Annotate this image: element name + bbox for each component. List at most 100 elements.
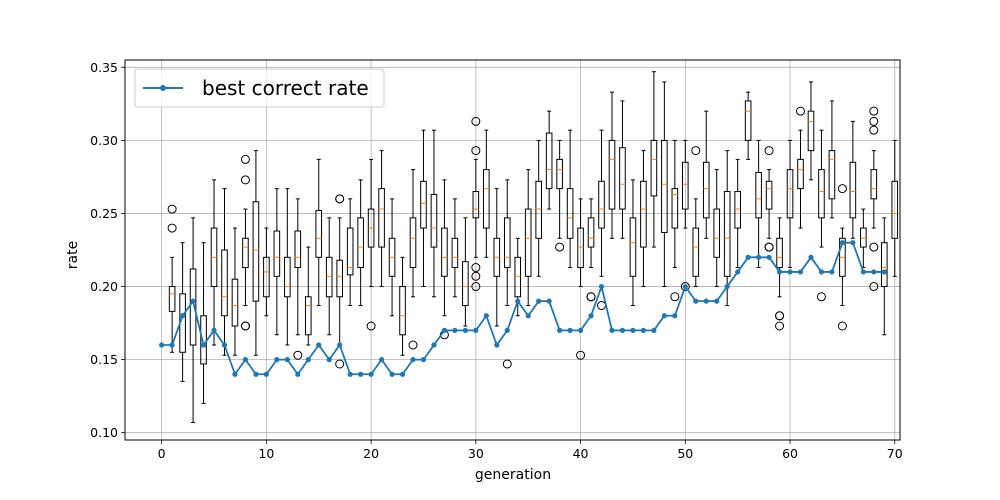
box-iqr xyxy=(524,208,532,277)
flier-point xyxy=(869,106,879,116)
box-iqr xyxy=(566,188,574,239)
box-iqr xyxy=(650,139,658,197)
series-point xyxy=(389,371,395,377)
boxplot-gen-12 xyxy=(284,188,291,346)
box-iqr xyxy=(556,158,563,190)
x-tick-label: 0 xyxy=(158,446,166,461)
series-point xyxy=(200,342,207,348)
series-point xyxy=(159,342,165,348)
boxplot-gen-9 xyxy=(252,150,260,356)
boxplot-gen-32 xyxy=(493,188,501,327)
series-point xyxy=(871,269,877,275)
boxplot-gen-60 xyxy=(786,139,794,269)
series-point xyxy=(745,254,751,260)
series-point xyxy=(577,327,584,333)
series-point xyxy=(263,371,269,377)
flier-point xyxy=(555,242,565,252)
series-point xyxy=(337,342,343,348)
box-iqr xyxy=(483,169,490,229)
series-point xyxy=(473,327,479,333)
boxplot-gen-31 xyxy=(483,129,490,258)
series-point xyxy=(839,240,845,246)
boxplot-gen-61 xyxy=(796,106,806,229)
boxplot-gen-54 xyxy=(723,150,731,307)
series-point xyxy=(714,298,720,304)
x-tick-label: 70 xyxy=(887,446,903,461)
plot-frame xyxy=(124,59,901,441)
box-iqr xyxy=(702,161,710,219)
series-point xyxy=(180,313,186,319)
series-point xyxy=(483,313,489,319)
series-point xyxy=(640,327,647,333)
boxplot-gen-1 xyxy=(167,204,177,353)
box-iqr xyxy=(765,180,773,210)
box-iqr xyxy=(734,191,741,229)
box-iqr xyxy=(441,227,448,277)
box-iqr xyxy=(231,278,239,327)
series-point xyxy=(651,327,657,333)
series-point xyxy=(776,269,783,275)
box-iqr xyxy=(755,172,762,219)
series-point xyxy=(787,269,793,275)
series-point xyxy=(242,357,249,363)
flier-point xyxy=(796,106,806,116)
series-point xyxy=(850,240,856,246)
boxplot-gen-17 xyxy=(335,194,345,369)
series-point xyxy=(536,298,542,304)
boxplot-gen-29 xyxy=(462,217,469,327)
boxplots xyxy=(167,71,899,423)
box-iqr xyxy=(818,169,825,219)
series-point xyxy=(829,269,835,275)
x-tick-label: 50 xyxy=(677,446,693,461)
boxplot-gen-49 xyxy=(670,139,680,302)
boxplot-gen-6 xyxy=(221,188,228,356)
series-point xyxy=(441,327,448,333)
flier-point xyxy=(680,282,690,292)
flier-point xyxy=(670,292,680,302)
series-point xyxy=(190,298,196,304)
box-iqr xyxy=(598,180,605,229)
boxplot-gen-39 xyxy=(566,129,574,269)
boxplot-gen-64 xyxy=(828,100,836,219)
series-point xyxy=(567,327,573,333)
series-point xyxy=(504,327,510,333)
box-iqr xyxy=(273,230,281,277)
boxplot-gen-28 xyxy=(451,198,459,298)
series-point xyxy=(693,298,699,304)
boxplot-gen-51 xyxy=(691,146,701,288)
series-point xyxy=(284,357,290,363)
flier-point xyxy=(240,154,250,164)
box-iqr xyxy=(336,259,343,298)
boxplot-gen-69 xyxy=(880,217,888,336)
series-point xyxy=(221,342,228,348)
box-iqr xyxy=(357,217,364,269)
series-point xyxy=(211,327,217,333)
flier-point xyxy=(586,292,596,302)
boxplot-gen-23 xyxy=(399,256,406,356)
box-iqr xyxy=(786,169,794,219)
box-iqr xyxy=(640,180,647,248)
series-point xyxy=(609,327,615,333)
boxplot-gen-20 xyxy=(366,158,376,331)
flier-point xyxy=(816,292,826,302)
box-iqr xyxy=(294,230,302,269)
flier-point xyxy=(293,350,303,360)
x-tick-label: 10 xyxy=(258,446,274,461)
boxplot-gen-68 xyxy=(869,106,879,292)
series-point xyxy=(462,327,468,333)
boxplot-gen-41 xyxy=(586,198,596,302)
box-iqr xyxy=(503,217,511,269)
x-tick-label: 20 xyxy=(363,446,379,461)
best-correct-rate-series xyxy=(159,240,887,377)
box-iqr xyxy=(692,227,700,277)
series-point xyxy=(598,283,605,290)
series-point xyxy=(274,357,280,363)
y-tick-label: 0.35 xyxy=(90,60,118,75)
box-iqr xyxy=(608,139,616,210)
series-point xyxy=(305,357,311,363)
boxplot-gen-11 xyxy=(273,188,281,336)
flier-point xyxy=(471,282,481,292)
x-axis-label: generation xyxy=(475,467,551,483)
boxplot-gen-14 xyxy=(304,246,312,346)
x-tick-label: 60 xyxy=(782,446,798,461)
